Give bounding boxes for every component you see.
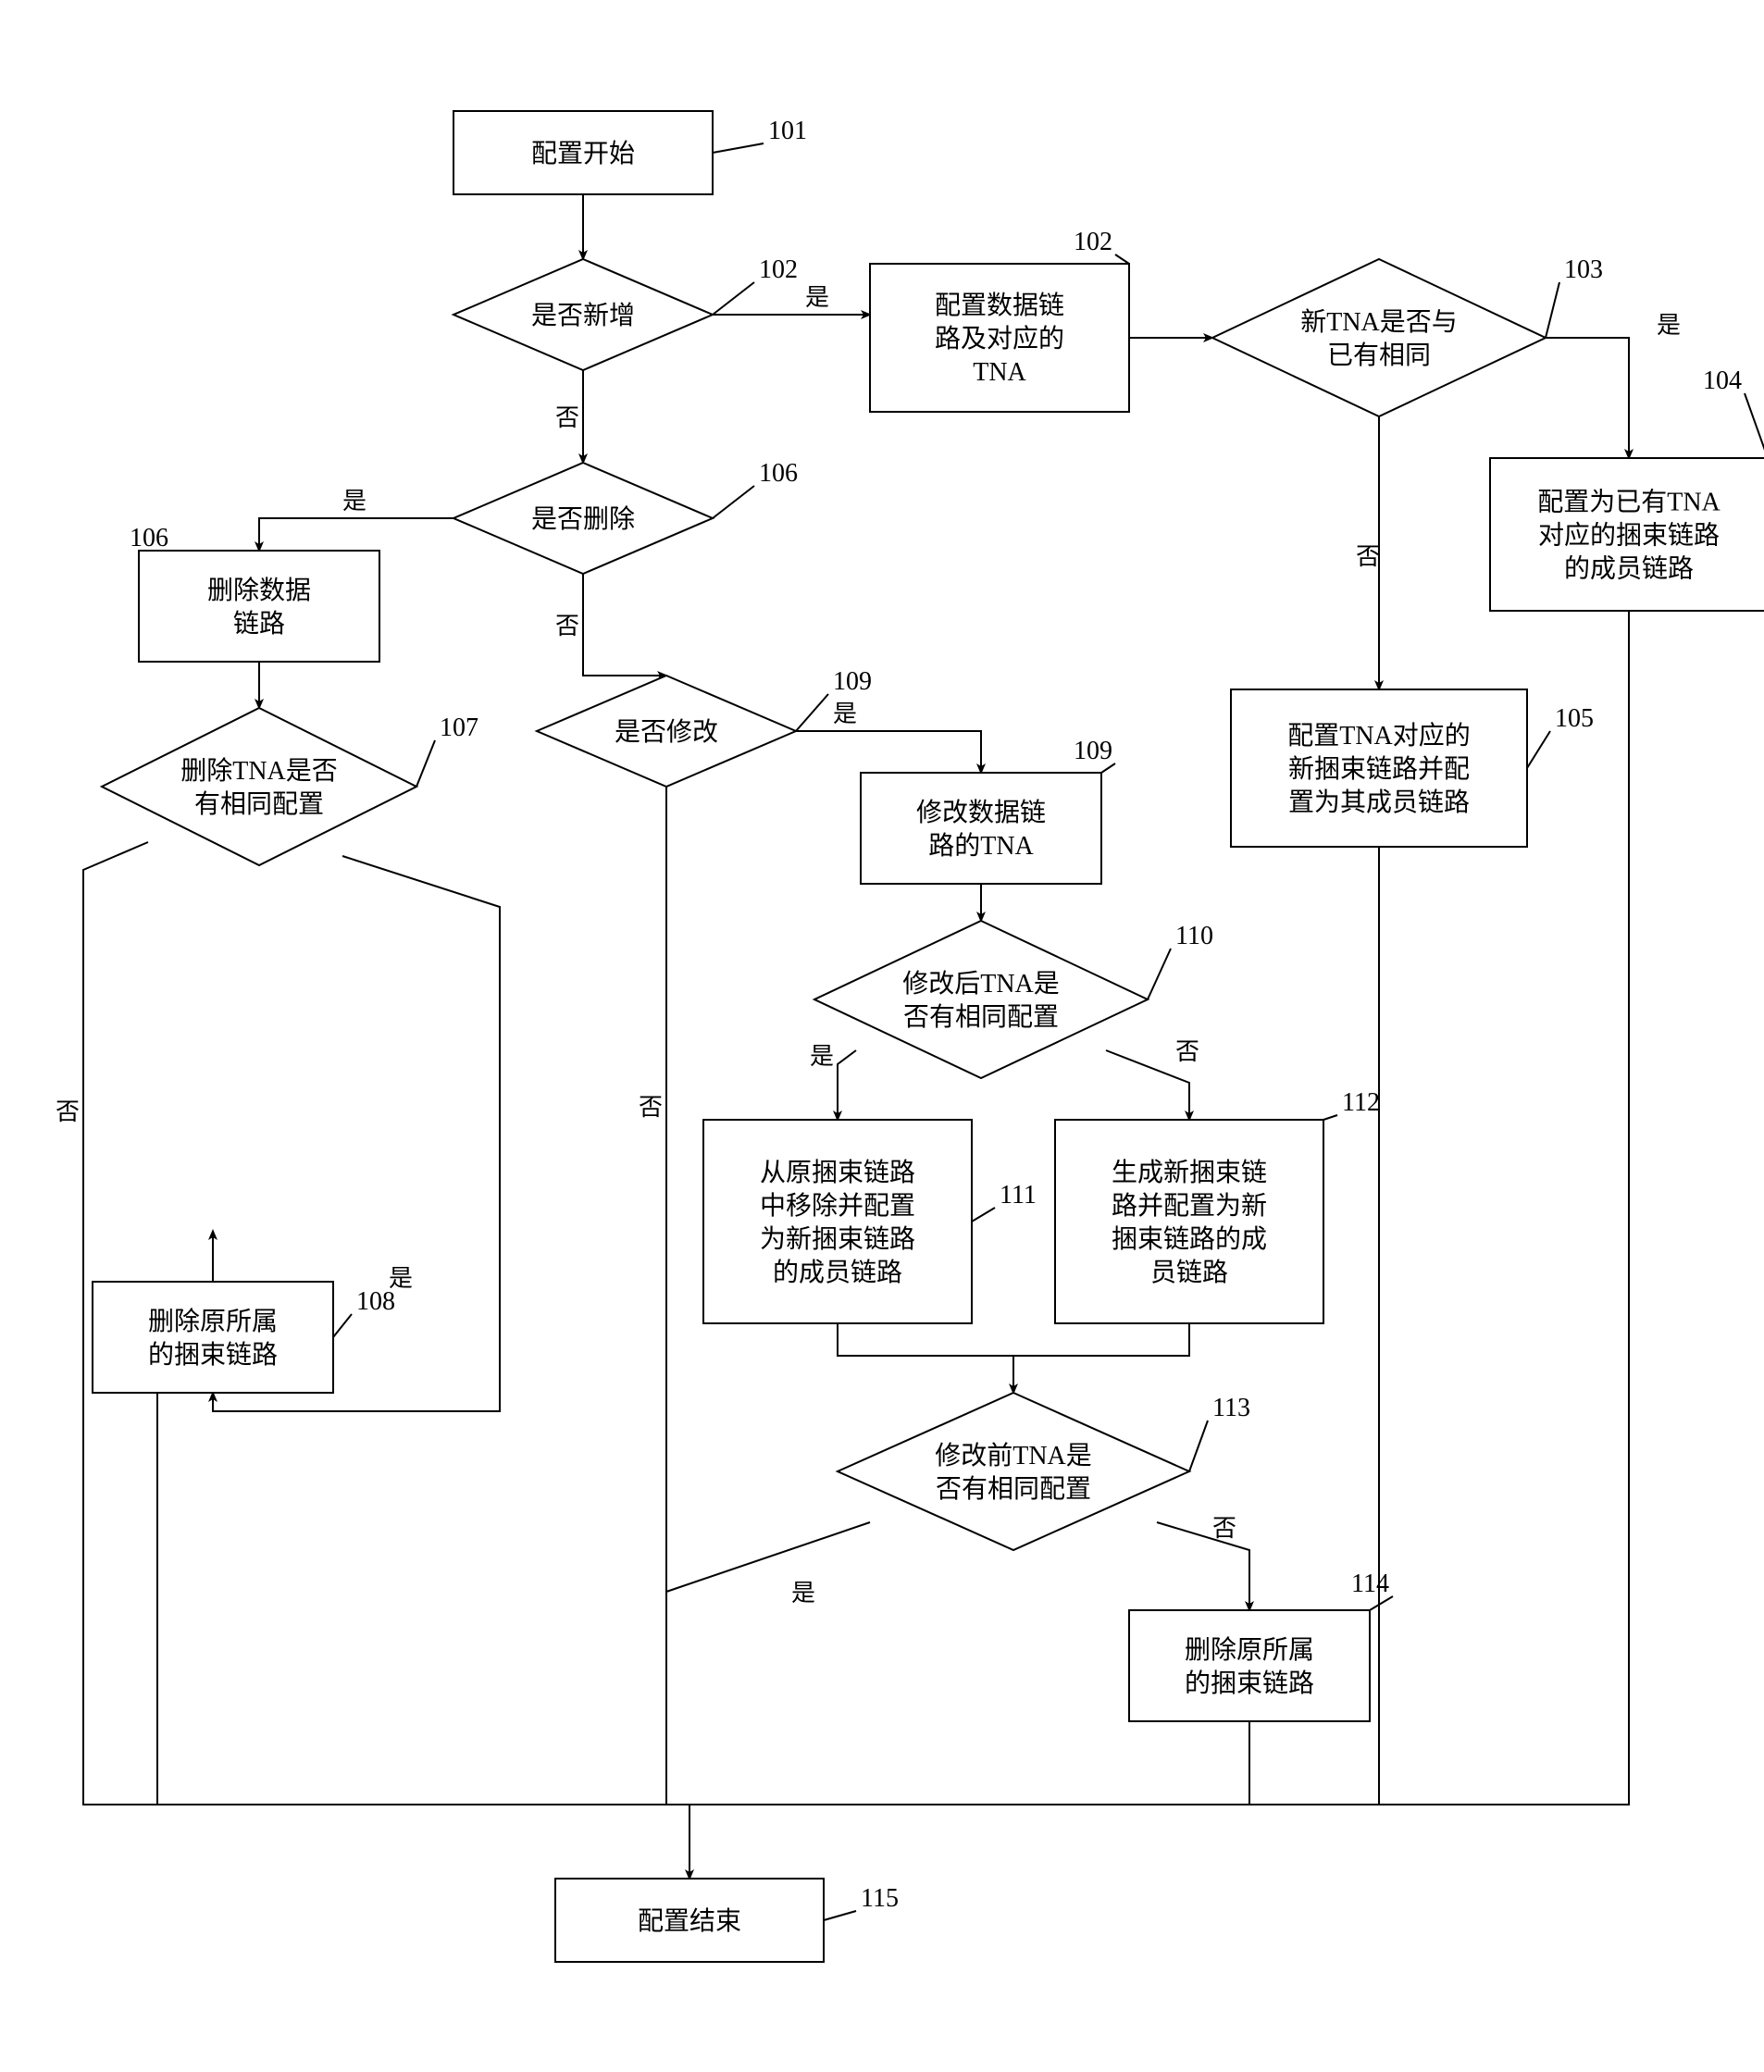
node-text: 配置为已有TNA (1537, 488, 1721, 517)
node-text: 从原捆束链路 (760, 1158, 915, 1187)
edge-label: 是 (805, 284, 829, 311)
node-number: 102 (759, 255, 798, 284)
flow-box (861, 773, 1101, 884)
node-text: 路的TNA (928, 831, 1034, 861)
node-number: 104 (1703, 366, 1742, 395)
node-number: 102 (1074, 228, 1112, 256)
node-number: 101 (768, 117, 807, 145)
node-number: 111 (1000, 1181, 1037, 1210)
edge-label: 否 (555, 404, 579, 431)
edge-label: 否 (56, 1098, 80, 1125)
node-text: 删除数据 (207, 576, 311, 605)
node-text: 删除原所属 (148, 1307, 278, 1336)
node-number: 109 (1074, 737, 1112, 765)
node-text: 中移除并配置 (760, 1191, 915, 1221)
flow-box (1129, 1610, 1370, 1721)
flow-decision (838, 1393, 1189, 1550)
edge-label: 是 (1657, 312, 1681, 339)
node-text: TNA (973, 358, 1026, 387)
edge-label: 是 (810, 1043, 834, 1070)
node-number: 113 (1212, 1394, 1250, 1422)
node-text: 否有相同配置 (903, 1002, 1059, 1032)
node-text: 配置TNA对应的 (1287, 721, 1471, 751)
node-text: 捆束链路的成 (1112, 1224, 1267, 1254)
node-text: 删除TNA是否 (180, 756, 338, 786)
node-text: 否有相同配置 (936, 1474, 1091, 1504)
edge-label: 否 (639, 1094, 663, 1121)
node-text: 有相同配置 (194, 789, 324, 819)
flow-box (703, 1120, 972, 1323)
node-number: 107 (440, 713, 478, 742)
node-number: 105 (1555, 704, 1594, 733)
node-text: 修改数据链 (916, 798, 1046, 827)
flow-decision (814, 921, 1148, 1078)
edge-label: 是 (833, 701, 857, 727)
flow-box (93, 1282, 333, 1393)
edge-label: 是 (791, 1580, 815, 1607)
node-text: 是否删除 (531, 504, 635, 534)
node-text: 新TNA是否与 (1300, 307, 1458, 337)
node-text: 配置开始 (531, 139, 635, 168)
edge-label: 否 (1212, 1515, 1236, 1542)
node-text: 已有相同 (1327, 341, 1431, 370)
node-text: 是否新增 (531, 301, 635, 330)
node-number: 112 (1342, 1088, 1380, 1117)
edge-label: 否 (1356, 543, 1380, 570)
edge-label: 否 (1175, 1038, 1199, 1065)
node-text: 路及对应的 (935, 324, 1064, 354)
node-text: 是否修改 (615, 717, 718, 747)
node-number: 115 (861, 1884, 899, 1913)
node-number: 110 (1175, 922, 1213, 950)
node-text: 链路 (233, 609, 285, 639)
flow-decision (1212, 259, 1546, 416)
node-text: 的成员链路 (773, 1258, 902, 1287)
node-text: 新捆束链路并配 (1288, 754, 1470, 784)
node-number: 114 (1351, 1570, 1389, 1598)
node-text: 为新捆束链路 (760, 1224, 915, 1254)
node-number: 108 (356, 1287, 395, 1316)
node-text: 生成新捆束链 (1112, 1158, 1267, 1187)
node-text: 对应的捆束链路 (1538, 521, 1720, 551)
node-text: 修改前TNA是 (935, 1441, 1092, 1470)
node-text: 配置结束 (638, 1906, 741, 1936)
node-text: 的捆束链路 (1185, 1669, 1314, 1698)
node-text: 的捆束链路 (148, 1340, 278, 1370)
node-text: 删除原所属 (1185, 1635, 1314, 1665)
node-text: 修改后TNA是 (902, 969, 1060, 999)
edge-label: 是 (342, 488, 366, 515)
node-number: 103 (1564, 255, 1603, 284)
node-text: 路并配置为新 (1112, 1191, 1267, 1221)
node-text: 员链路 (1150, 1258, 1228, 1287)
node-text: 配置数据链 (935, 291, 1064, 320)
node-number: 106 (130, 524, 168, 552)
node-text: 的成员链路 (1564, 554, 1694, 584)
edge-label: 否 (555, 613, 579, 639)
flow-box (1055, 1120, 1323, 1323)
node-number: 109 (833, 667, 872, 696)
flowchart: 是是否否是否是是否否是否否是配置开始101是否新增102配置数据链路及对应的TN… (19, 19, 1764, 2053)
flow-box (139, 551, 379, 662)
flow-decision (102, 708, 416, 865)
node-number: 106 (759, 459, 798, 488)
node-text: 置为其成员链路 (1288, 788, 1470, 817)
